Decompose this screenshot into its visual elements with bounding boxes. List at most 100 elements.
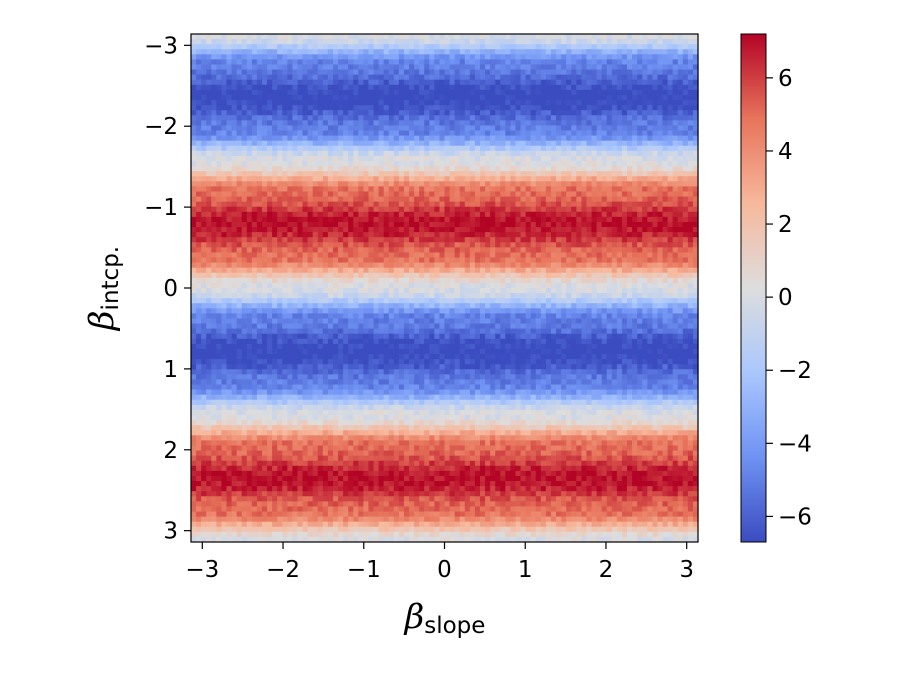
heatmap-cell [256, 161, 263, 167]
heatmap-cell [429, 89, 435, 96]
heatmap-cell [251, 135, 258, 142]
heatmap-cell [348, 59, 354, 66]
heatmap-cell [409, 100, 415, 106]
heatmap-cell [530, 252, 537, 259]
heatmap-cell [591, 64, 598, 71]
heatmap-cell [196, 140, 202, 147]
heatmap-cell [297, 54, 304, 60]
heatmap-cell [327, 59, 334, 66]
heatmap-cell [454, 181, 461, 187]
heatmap-cell [485, 247, 491, 254]
heatmap-cell [419, 252, 425, 259]
heatmap-cell [474, 120, 481, 127]
heatmap-cell [424, 39, 430, 45]
heatmap-cell [479, 171, 486, 177]
heatmap-cell [647, 176, 653, 182]
heatmap-cell [550, 277, 557, 284]
heatmap-cell [535, 105, 542, 111]
heatmap-cell [424, 242, 430, 248]
heatmap-cell [373, 59, 380, 66]
heatmap-cell [652, 69, 659, 76]
heatmap-cell [485, 227, 491, 233]
heatmap-cell [191, 232, 197, 238]
heatmap-cell [338, 145, 344, 152]
heatmap-cell [556, 206, 562, 213]
heatmap-cell [282, 191, 288, 198]
heatmap-cell [343, 227, 349, 233]
heatmap-cell [317, 94, 324, 101]
heatmap-cell [388, 44, 395, 50]
heatmap-cell [637, 176, 643, 182]
heatmap-cell [201, 252, 207, 259]
heatmap-cell [267, 69, 273, 76]
heatmap-cell [348, 242, 354, 248]
heatmap-cell [378, 221, 385, 228]
heatmap-cell [530, 277, 537, 284]
heatmap-cell [515, 115, 522, 121]
heatmap-cell [343, 135, 349, 142]
heatmap-cell [231, 196, 238, 203]
heatmap-cell [525, 211, 532, 218]
heatmap-cell [561, 237, 567, 243]
heatmap-cell [439, 110, 446, 116]
heatmap-cell [338, 44, 344, 50]
heatmap-cell [302, 110, 309, 116]
heatmap-cell [368, 262, 375, 269]
heatmap-cell [535, 34, 542, 40]
heatmap-cell [490, 196, 496, 203]
heatmap-cell [449, 59, 456, 66]
heatmap-cell [206, 84, 212, 91]
heatmap-cell [687, 267, 694, 274]
heatmap-cell [657, 277, 664, 284]
heatmap-cell [611, 232, 618, 238]
heatmap-cell [662, 84, 669, 91]
heatmap-cell [652, 39, 659, 45]
heatmap-cell [393, 145, 400, 152]
heatmap-cell [495, 44, 501, 50]
heatmap-cell [261, 49, 268, 55]
heatmap-cell [657, 130, 664, 137]
heatmap-cell [353, 221, 359, 228]
heatmap-cell [292, 34, 299, 40]
heatmap-cell [231, 262, 238, 269]
heatmap-cell [307, 140, 314, 147]
heatmap-cell [302, 227, 309, 233]
heatmap-cell [540, 227, 547, 233]
heatmap-cell [566, 39, 572, 45]
heatmap-cell [312, 267, 319, 274]
heatmap-cell [515, 206, 522, 213]
heatmap-cell [677, 110, 684, 116]
heatmap-cell [297, 44, 304, 50]
heatmap-cell [510, 84, 517, 91]
heatmap-cell [550, 272, 557, 279]
heatmap-cell [535, 74, 542, 81]
heatmap-cell [495, 120, 501, 127]
heatmap-cell [535, 161, 542, 167]
heatmap-cell [606, 282, 613, 289]
heatmap-cell [545, 84, 552, 91]
heatmap-cell [378, 34, 385, 40]
heatmap-cell [231, 54, 238, 60]
heatmap-cell [221, 267, 228, 274]
heatmap-cell [566, 211, 572, 218]
heatmap-cell [363, 100, 370, 106]
heatmap-cell [586, 34, 593, 40]
heatmap-cell [378, 191, 385, 198]
heatmap-cell [383, 237, 390, 243]
heatmap-cell [393, 277, 400, 284]
heatmap-cell [409, 54, 415, 60]
heatmap-cell [510, 272, 517, 279]
heatmap-cell [510, 100, 517, 106]
heatmap-cell [616, 130, 623, 137]
heatmap-cell [550, 110, 557, 116]
heatmap-cell [292, 120, 299, 127]
heatmap-cell [358, 196, 364, 203]
heatmap-cell [490, 257, 496, 264]
heatmap-cell [307, 176, 314, 182]
heatmap-cell [474, 252, 481, 259]
heatmap-cell [667, 206, 674, 213]
heatmap-cell [434, 145, 441, 152]
heatmap-cell [403, 105, 410, 111]
heatmap-cell [348, 64, 354, 71]
heatmap-cell [459, 105, 466, 111]
